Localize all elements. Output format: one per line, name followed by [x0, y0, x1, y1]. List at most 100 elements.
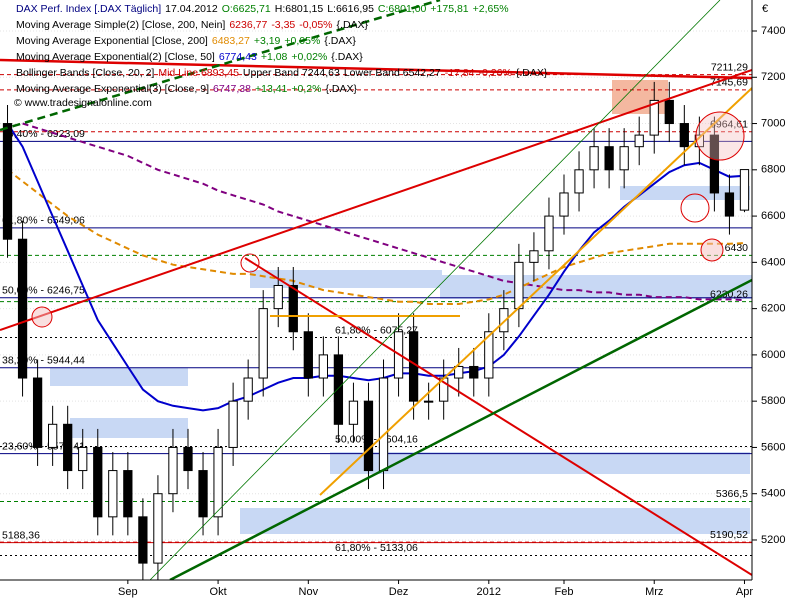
legend-text: Mid Line 6893,45 [158, 67, 239, 79]
candle-body [318, 354, 328, 379]
legend-text: +2,65% [473, 3, 509, 15]
candle-body [138, 516, 148, 564]
y-tick-label: 6400 [761, 256, 785, 268]
legend-text: +13,41 [255, 83, 288, 95]
candle-body [333, 354, 344, 425]
watermark: © www.tradesignalonline.com [14, 97, 152, 109]
candle-body [664, 99, 674, 125]
legend-text: DAX Perf. Index [.DAX Täglich] [16, 3, 161, 15]
trendline [0, 69, 752, 331]
legend-entry: Moving Average Exponential [Close, 200] 6… [16, 35, 356, 47]
legend-text: O:6625,71 [222, 3, 271, 15]
level-label: 23,60% - 5573,41 [2, 440, 85, 452]
level-label: 50,00% - 5604,16 [335, 433, 418, 445]
legend-text: {.DAX} [337, 19, 369, 31]
legend-entry: Moving Average Exponential(3) [Close, 9]… [16, 83, 357, 95]
moving-average-line [6, 122, 745, 412]
y-tick-label: 5600 [761, 441, 785, 453]
candle-body [168, 446, 178, 495]
legend-text: +1,08 [261, 51, 288, 63]
y-tick-label: 6600 [761, 210, 785, 222]
candle-body [2, 123, 13, 240]
legend-text: -3,35 [271, 19, 295, 31]
candle-body [589, 146, 599, 171]
candle-body [469, 365, 479, 379]
legend-text: {.DAX} [324, 35, 356, 47]
y-tick-label: 6200 [761, 303, 785, 315]
level-label: 5188,36 [2, 529, 40, 541]
candle-body [619, 146, 629, 171]
candle-body [228, 400, 238, 448]
legend-entry: Bollinger Bands [Close, 20, 2] Mid Line 6… [16, 67, 548, 79]
level-label: 7145,69 [710, 77, 748, 89]
zone [240, 508, 750, 534]
legend-text: 6236,77 [229, 19, 267, 31]
level-label: 61,80% - 6549,06 [2, 215, 85, 227]
candle-body [108, 470, 118, 518]
legend-text: +175,81 [430, 3, 468, 15]
legend-entry: Moving Average Exponential(2) [Close, 50… [16, 51, 363, 63]
candle-body [153, 493, 163, 564]
candle-body [709, 134, 720, 194]
series [6, 122, 745, 412]
candle-body [17, 238, 28, 379]
x-tick-label: Apr [736, 586, 753, 598]
y-tick-label: 6000 [761, 349, 785, 361]
candle-body [93, 446, 103, 518]
legend-text: Moving Average Exponential(2) [Close, 50… [16, 51, 215, 63]
legend-text: +0,2% [291, 83, 321, 95]
trendlines [0, 0, 752, 580]
legend-text: -0,26% [479, 67, 512, 79]
level-label: 61,80% - 5133,06 [335, 542, 418, 554]
candle-body [378, 377, 389, 472]
x-tick-label: 2012 [477, 586, 501, 598]
candle-body [529, 250, 539, 263]
marker-circle [680, 193, 710, 223]
candle-body [213, 446, 223, 518]
candle-body [559, 192, 569, 217]
x-tick-label: Sep [118, 586, 138, 598]
legend-text: Moving Average Exponential [Close, 200] [16, 35, 208, 47]
candle-body [514, 261, 524, 310]
x-tick-label: Dez [389, 586, 409, 598]
candle-body [574, 169, 584, 194]
legend-text: +3,19 [254, 35, 281, 47]
legend-text: {.DAX} [331, 51, 363, 63]
candle-body [63, 423, 73, 472]
moving-average-line [22, 122, 745, 302]
marker-circle [700, 238, 724, 262]
zone [440, 275, 752, 299]
x-tick-label: Nov [299, 586, 319, 598]
candle-body [288, 284, 298, 333]
candle-body [78, 446, 88, 472]
zone [70, 418, 188, 438]
legend-entry: DAX Perf. Index [.DAX Täglich] 17.04.2012… [16, 3, 509, 15]
legend-entry: Moving Average Simple(2) [Close, 200, Ne… [16, 19, 369, 31]
candle-body [348, 400, 359, 425]
y-tick-label: 5400 [761, 488, 785, 500]
trendline [0, 0, 441, 132]
candle-body [604, 146, 614, 171]
y-tick-label: 5800 [761, 395, 785, 407]
level-label: 50,00% - 6246,75 [2, 285, 85, 297]
x-tick-label: Mrz [645, 586, 663, 598]
legend-text: Lower Band 6542,27 [344, 67, 441, 79]
legend-text: +0,05% [284, 35, 320, 47]
y-tick-label: 5200 [761, 534, 785, 546]
candle-body [484, 331, 494, 379]
candle-body [123, 470, 133, 518]
y-tick-label: 7000 [761, 117, 785, 129]
currency-label: € [762, 3, 768, 15]
legend-text: Upper Band 7244,63 [243, 67, 340, 79]
y-tick-label: 6800 [761, 164, 785, 176]
legend-text: 6774,43 [219, 51, 257, 63]
legend-text: +0,02% [291, 51, 327, 63]
candle-body [499, 308, 509, 333]
candle-body [198, 470, 208, 518]
candle-body [634, 134, 644, 148]
legend-text: Moving Average Exponential(3) [Close, 9] [16, 83, 209, 95]
level-label: 5366,5 [716, 488, 748, 500]
zone [50, 368, 188, 386]
legend-text: L:6616,95 [327, 3, 374, 15]
